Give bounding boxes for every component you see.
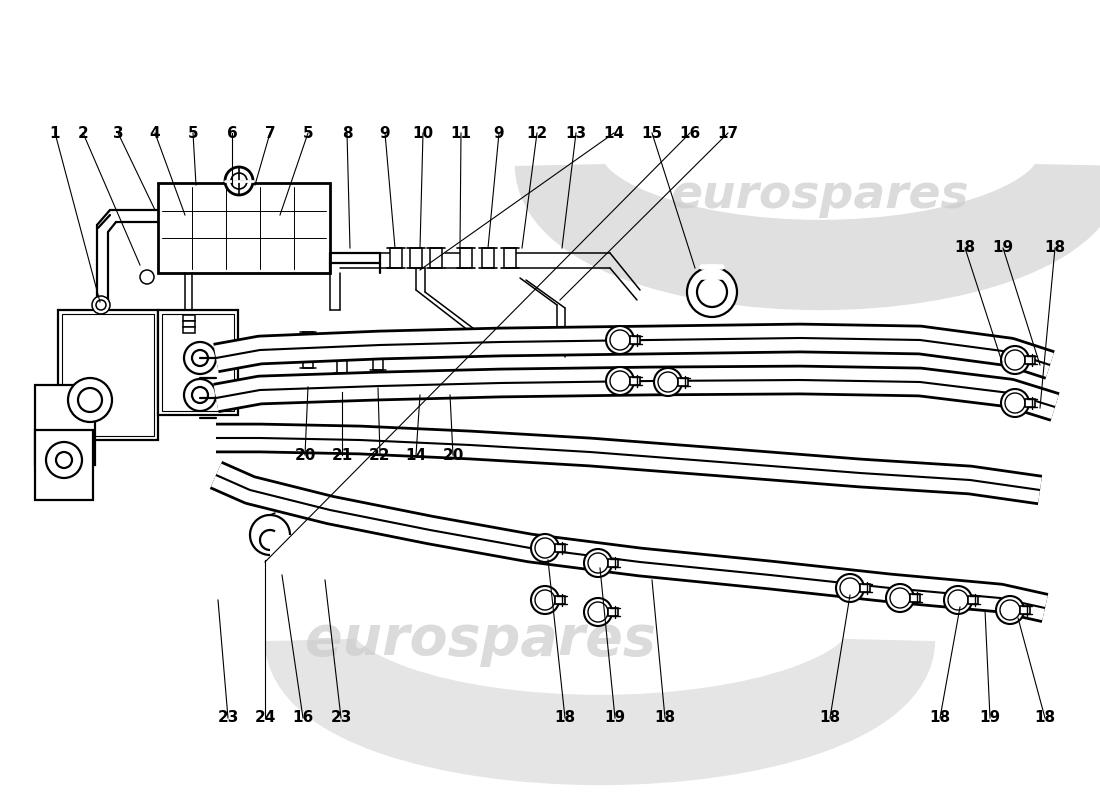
Circle shape bbox=[92, 296, 110, 314]
Text: 23: 23 bbox=[218, 710, 239, 726]
Bar bbox=[1020, 606, 1030, 614]
Bar bbox=[390, 248, 402, 268]
Text: 19: 19 bbox=[604, 710, 626, 726]
Circle shape bbox=[68, 378, 112, 422]
Bar bbox=[678, 378, 688, 386]
Bar bbox=[1025, 356, 1035, 364]
Bar bbox=[35, 385, 95, 465]
Bar bbox=[968, 596, 978, 604]
Text: 19: 19 bbox=[992, 241, 1013, 255]
Text: 18: 18 bbox=[1044, 241, 1066, 255]
Text: 20: 20 bbox=[442, 447, 464, 462]
Text: 2: 2 bbox=[78, 126, 88, 141]
Bar bbox=[608, 608, 618, 616]
Text: 18: 18 bbox=[654, 710, 675, 726]
Text: 7: 7 bbox=[265, 126, 275, 141]
Circle shape bbox=[140, 270, 154, 284]
Text: 15: 15 bbox=[641, 126, 662, 141]
Text: 1: 1 bbox=[50, 126, 60, 141]
Bar bbox=[630, 377, 640, 385]
Bar bbox=[430, 248, 442, 268]
Bar bbox=[62, 314, 154, 436]
Text: 10: 10 bbox=[412, 126, 433, 141]
Bar bbox=[183, 321, 195, 327]
Text: 19: 19 bbox=[979, 710, 1001, 726]
Bar bbox=[630, 336, 640, 344]
Circle shape bbox=[531, 586, 559, 614]
Text: 13: 13 bbox=[565, 126, 586, 141]
Text: 18: 18 bbox=[930, 710, 950, 726]
Circle shape bbox=[46, 442, 82, 478]
Circle shape bbox=[184, 379, 216, 411]
Bar bbox=[302, 332, 313, 368]
Bar bbox=[162, 314, 234, 411]
Text: 8: 8 bbox=[342, 126, 352, 141]
Bar bbox=[1025, 399, 1035, 407]
Bar bbox=[910, 594, 920, 602]
Text: eurospares: eurospares bbox=[671, 173, 969, 218]
Bar bbox=[482, 248, 494, 268]
Bar bbox=[608, 559, 618, 567]
Bar bbox=[158, 183, 330, 273]
Circle shape bbox=[688, 267, 737, 317]
Bar bbox=[460, 248, 472, 268]
Circle shape bbox=[531, 534, 559, 562]
Circle shape bbox=[654, 368, 682, 396]
Bar bbox=[158, 310, 238, 415]
Text: 18: 18 bbox=[1034, 710, 1056, 726]
Bar bbox=[410, 248, 422, 268]
Bar bbox=[504, 248, 516, 268]
Text: 16: 16 bbox=[293, 710, 314, 726]
Text: 18: 18 bbox=[820, 710, 840, 726]
Bar bbox=[556, 596, 565, 604]
Text: 17: 17 bbox=[717, 126, 738, 141]
Text: 3: 3 bbox=[112, 126, 123, 141]
Text: 14: 14 bbox=[406, 447, 427, 462]
Circle shape bbox=[606, 367, 634, 395]
Circle shape bbox=[184, 342, 216, 374]
Text: 12: 12 bbox=[527, 126, 548, 141]
Text: 5: 5 bbox=[188, 126, 198, 141]
Text: 21: 21 bbox=[331, 447, 353, 462]
Circle shape bbox=[886, 584, 914, 612]
Circle shape bbox=[78, 388, 102, 412]
Text: 18: 18 bbox=[554, 710, 575, 726]
Circle shape bbox=[606, 326, 634, 354]
Bar bbox=[556, 544, 565, 552]
Circle shape bbox=[944, 586, 972, 614]
Bar bbox=[183, 327, 195, 333]
Circle shape bbox=[836, 574, 864, 602]
Text: 23: 23 bbox=[330, 710, 352, 726]
Circle shape bbox=[226, 167, 253, 195]
Text: 5: 5 bbox=[302, 126, 313, 141]
Circle shape bbox=[1001, 389, 1028, 417]
Text: eurospares: eurospares bbox=[305, 613, 656, 667]
Bar bbox=[58, 310, 158, 440]
Circle shape bbox=[584, 598, 612, 626]
Text: 9: 9 bbox=[494, 126, 504, 141]
Text: 18: 18 bbox=[955, 241, 976, 255]
Circle shape bbox=[996, 596, 1024, 624]
Text: 4: 4 bbox=[150, 126, 161, 141]
Bar bbox=[337, 337, 346, 373]
Bar bbox=[183, 315, 195, 321]
Circle shape bbox=[584, 549, 612, 577]
Text: 20: 20 bbox=[295, 447, 316, 462]
Text: 11: 11 bbox=[451, 126, 472, 141]
Text: 6: 6 bbox=[227, 126, 238, 141]
Bar bbox=[373, 334, 383, 370]
Text: 24: 24 bbox=[254, 710, 276, 726]
Text: 9: 9 bbox=[379, 126, 390, 141]
Text: 16: 16 bbox=[680, 126, 701, 141]
Text: 14: 14 bbox=[604, 126, 625, 141]
Text: 22: 22 bbox=[370, 447, 390, 462]
Bar bbox=[35, 430, 94, 500]
Bar bbox=[860, 584, 870, 592]
Circle shape bbox=[1001, 346, 1028, 374]
